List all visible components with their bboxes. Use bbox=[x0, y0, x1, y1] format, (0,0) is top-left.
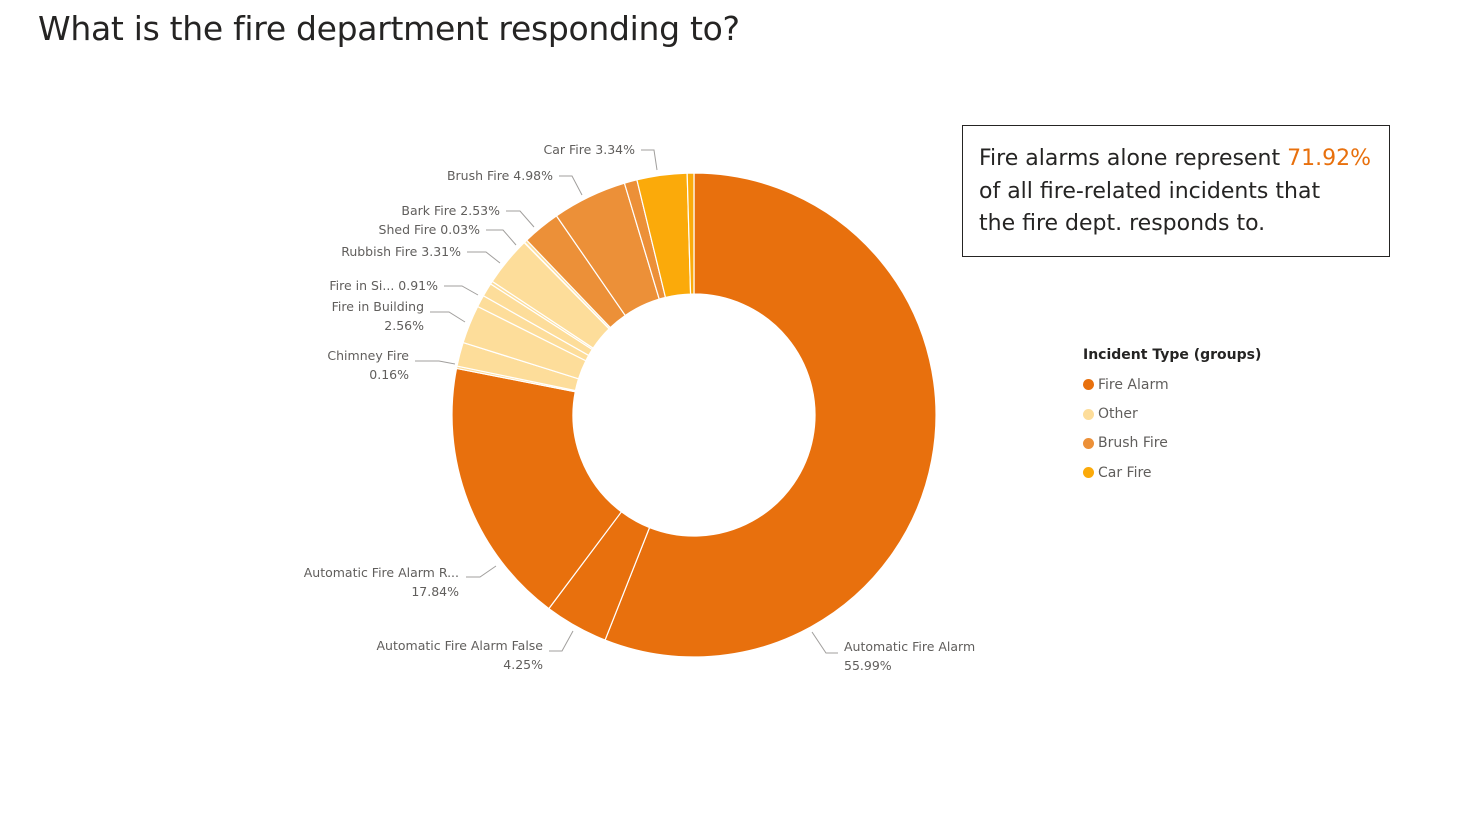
slice-label: Fire in Si... 0.91% bbox=[329, 278, 438, 293]
slice-value-label: 55.99% bbox=[844, 658, 892, 673]
leader-line bbox=[466, 565, 497, 578]
callout-line-3: the fire dept. responds to. bbox=[979, 211, 1266, 236]
slice-label: Brush Fire 4.98% bbox=[447, 168, 553, 183]
chart-legend: Incident Type (groups) Fire Alarm Other … bbox=[1083, 347, 1261, 488]
slice-label: Automatic Fire Alarm R... bbox=[304, 565, 459, 580]
callout-highlight: 71.92% bbox=[1287, 146, 1372, 171]
leader-line bbox=[506, 210, 535, 228]
legend-title: Incident Type (groups) bbox=[1083, 347, 1262, 363]
leader-line bbox=[444, 285, 479, 296]
donut-slices bbox=[451, 172, 937, 658]
leader-line bbox=[415, 360, 456, 365]
slice-label: Chimney Fire bbox=[327, 348, 409, 363]
leader-line bbox=[486, 229, 517, 246]
slice-label: Automatic Fire Alarm bbox=[844, 639, 975, 654]
legend-item-other[interactable]: Other bbox=[1083, 399, 1261, 428]
leader-line bbox=[467, 251, 501, 264]
leader-line bbox=[559, 175, 583, 196]
donut-chart: Automatic Fire Alarm 55.99% Automatic Fire… bbox=[304, 142, 975, 673]
slice-label: Rubbish Fire 3.31% bbox=[341, 244, 461, 259]
donut-slice[interactable] bbox=[604, 172, 937, 658]
callout-line-2: of all fire-related incidents that bbox=[979, 178, 1321, 204]
leader-line bbox=[549, 630, 574, 652]
donut-slice[interactable] bbox=[451, 367, 623, 610]
legend-item-brush-fire[interactable]: Brush Fire bbox=[1083, 429, 1261, 458]
slice-label: Car Fire 3.34% bbox=[544, 142, 636, 157]
legend-dot-icon bbox=[1083, 408, 1094, 420]
slice-value-label: 2.56% bbox=[384, 318, 424, 333]
slice-value-label: 4.25% bbox=[503, 657, 543, 672]
legend-label: Car Fire bbox=[1098, 464, 1152, 481]
callout-line-1: Fire alarms alone represent 71.92% bbox=[979, 143, 1373, 176]
slice-label: Shed Fire 0.03% bbox=[379, 222, 481, 237]
legend-label: Other bbox=[1098, 406, 1138, 423]
slice-label: Bark Fire 2.53% bbox=[401, 203, 500, 218]
callout-text: Fire alarms alone represent bbox=[979, 146, 1288, 171]
legend-item-fire-alarm[interactable]: Fire Alarm bbox=[1083, 370, 1261, 399]
page-title: What is the fire department responding t… bbox=[38, 9, 740, 48]
donut-slice[interactable] bbox=[686, 172, 695, 295]
legend-dot-icon bbox=[1083, 379, 1094, 391]
slice-value-label: 0.16% bbox=[369, 367, 409, 382]
leader-line bbox=[641, 149, 658, 171]
legend-item-car-fire[interactable]: Car Fire bbox=[1083, 458, 1261, 487]
legend-dot-icon bbox=[1083, 467, 1094, 479]
insight-callout: Fire alarms alone represent 71.92% of al… bbox=[962, 125, 1390, 257]
slice-labels: Automatic Fire Alarm 55.99% Automatic Fire… bbox=[304, 142, 975, 673]
slice-label: Automatic Fire Alarm False bbox=[377, 638, 544, 653]
legend-label: Fire Alarm bbox=[1098, 376, 1169, 393]
leader-line bbox=[430, 311, 466, 323]
slice-value-label: 17.84% bbox=[411, 584, 459, 599]
slice-label: Fire in Building bbox=[332, 299, 424, 314]
legend-label: Brush Fire bbox=[1098, 435, 1168, 452]
legend-dot-icon bbox=[1083, 437, 1094, 449]
leader-line bbox=[811, 631, 838, 654]
